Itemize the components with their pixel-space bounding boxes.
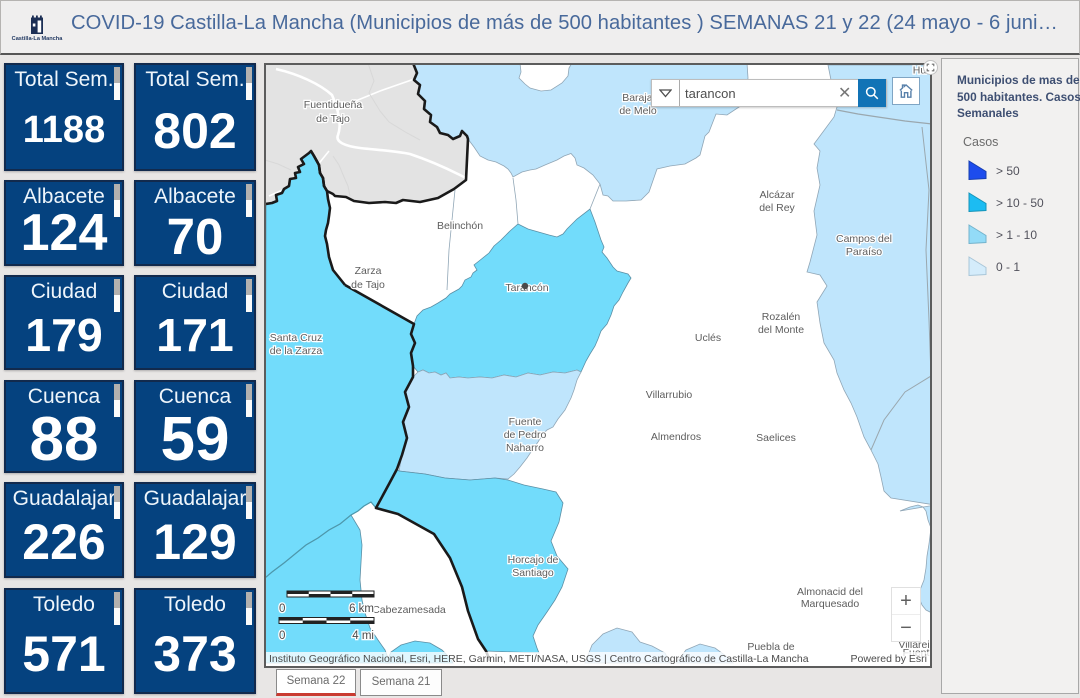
svg-text:de Melo: de Melo [619,105,657,117]
svg-text:Saelices: Saelices [756,432,796,444]
svg-text:Uclés: Uclés [695,332,721,344]
svg-text:4 mi: 4 mi [352,630,374,642]
svg-text:Alcázar: Alcázar [759,189,795,201]
svg-text:Paraíso: Paraíso [846,246,882,258]
svg-text:de Tajo: de Tajo [351,279,385,291]
svg-text:0: 0 [279,603,285,615]
svg-text:Fuentidueña: Fuentidueña [304,99,363,111]
svg-text:Horcajo de: Horcajo de [508,554,559,566]
svg-text:de la Zarza: de la Zarza [270,345,323,357]
svg-text:Rozalén: Rozalén [762,311,801,323]
svg-text:Santa Cruz: Santa Cruz [270,332,323,344]
svg-text:del Rey: del Rey [759,202,795,214]
svg-text:Villarrubio: Villarrubio [646,389,693,401]
svg-text:Santiago: Santiago [512,567,554,579]
svg-text:Zarza: Zarza [355,265,382,277]
svg-text:Cabezamesada: Cabezamesada [372,604,446,616]
svg-text:Belinchón: Belinchón [437,220,483,232]
svg-text:de Pedro: de Pedro [504,429,547,441]
svg-text:Almonacid del: Almonacid del [797,586,863,598]
svg-text:Marquesado: Marquesado [801,598,860,610]
svg-text:Almendros: Almendros [651,431,701,443]
svg-text:de Tajo: de Tajo [316,113,350,125]
svg-text:Fuente: Fuente [509,416,542,428]
svg-text:Campos del: Campos del [836,233,892,245]
svg-text:Puebla de: Puebla de [747,641,794,653]
svg-text:6 km: 6 km [349,603,374,615]
svg-text:del Monte: del Monte [758,324,804,336]
svg-text:0: 0 [279,630,285,642]
svg-text:Naharro: Naharro [506,442,544,454]
svg-text:Barajas: Barajas [622,92,658,104]
